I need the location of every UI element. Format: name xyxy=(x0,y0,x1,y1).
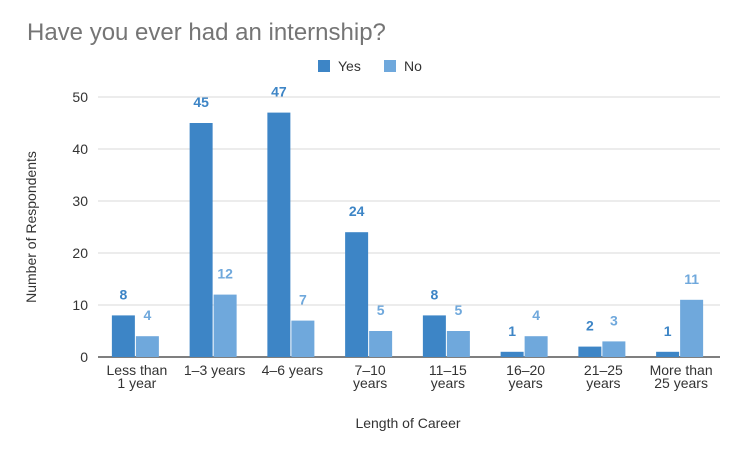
data-label: 24 xyxy=(349,203,365,219)
bar-no xyxy=(135,336,159,357)
data-label: 5 xyxy=(454,302,462,318)
bar-no xyxy=(446,331,470,357)
x-axis-ticks: Less than 1 year 1–3 years 4–6 years 7–10 yea… xyxy=(107,362,713,391)
y-axis-ticks: 0 10 20 30 40 50 xyxy=(72,89,88,365)
data-label: 1 xyxy=(508,323,516,339)
y-tick-label: 20 xyxy=(72,245,88,261)
legend-swatch-yes xyxy=(318,60,330,72)
bar-no xyxy=(524,336,548,357)
data-label: 5 xyxy=(377,302,385,318)
data-label: 3 xyxy=(610,312,618,328)
x-axis-title: Length of Career xyxy=(355,415,460,431)
data-label: 8 xyxy=(119,286,127,302)
data-label: 1 xyxy=(664,323,672,339)
x-tick-label: Less than 1 year xyxy=(107,362,168,391)
bars xyxy=(111,112,704,357)
data-label: 12 xyxy=(217,266,233,282)
data-label: 2 xyxy=(586,318,594,334)
bar-yes xyxy=(189,123,213,357)
y-axis-title: Number of Respondents xyxy=(23,151,39,303)
y-tick-label: 50 xyxy=(72,89,88,105)
x-tick-label: More than 25 years xyxy=(650,362,713,391)
data-label: 11 xyxy=(684,271,699,287)
data-label: 4 xyxy=(143,307,151,323)
legend: Yes No xyxy=(318,58,422,74)
chart-title: Have you ever had an internship? xyxy=(27,19,386,46)
x-tick-label: 4–6 years xyxy=(262,362,323,378)
data-label: 8 xyxy=(430,286,438,302)
legend-swatch-no xyxy=(384,60,396,72)
legend-label-no: No xyxy=(404,58,422,74)
data-label: 47 xyxy=(271,84,287,100)
y-tick-label: 10 xyxy=(72,297,88,313)
x-tick-label: 11–15 years xyxy=(429,362,467,391)
x-tick-label: 1–3 years xyxy=(184,362,245,378)
x-tick-label: 7–10 years xyxy=(353,362,387,391)
data-label: 7 xyxy=(299,292,307,308)
legend-label-yes: Yes xyxy=(338,58,361,74)
y-tick-label: 30 xyxy=(72,193,88,209)
x-tick-label: 21–25 years xyxy=(584,362,623,391)
y-tick-label: 40 xyxy=(72,141,88,157)
x-tick-label: 16–20 years xyxy=(506,362,545,391)
bar-no xyxy=(213,294,237,357)
bar-yes xyxy=(422,315,446,357)
y-tick-label: 0 xyxy=(80,349,88,365)
bar-yes xyxy=(345,232,369,357)
bar-yes xyxy=(656,351,680,357)
bar-no xyxy=(369,331,393,357)
bar-yes xyxy=(500,351,524,357)
bar-yes xyxy=(578,346,602,357)
bar-no xyxy=(680,299,704,357)
data-label: 4 xyxy=(532,307,540,323)
bar-no xyxy=(291,320,315,357)
bar-yes xyxy=(267,112,291,357)
bar-no xyxy=(602,341,626,357)
data-label: 45 xyxy=(193,94,209,110)
bar-yes xyxy=(111,315,135,357)
